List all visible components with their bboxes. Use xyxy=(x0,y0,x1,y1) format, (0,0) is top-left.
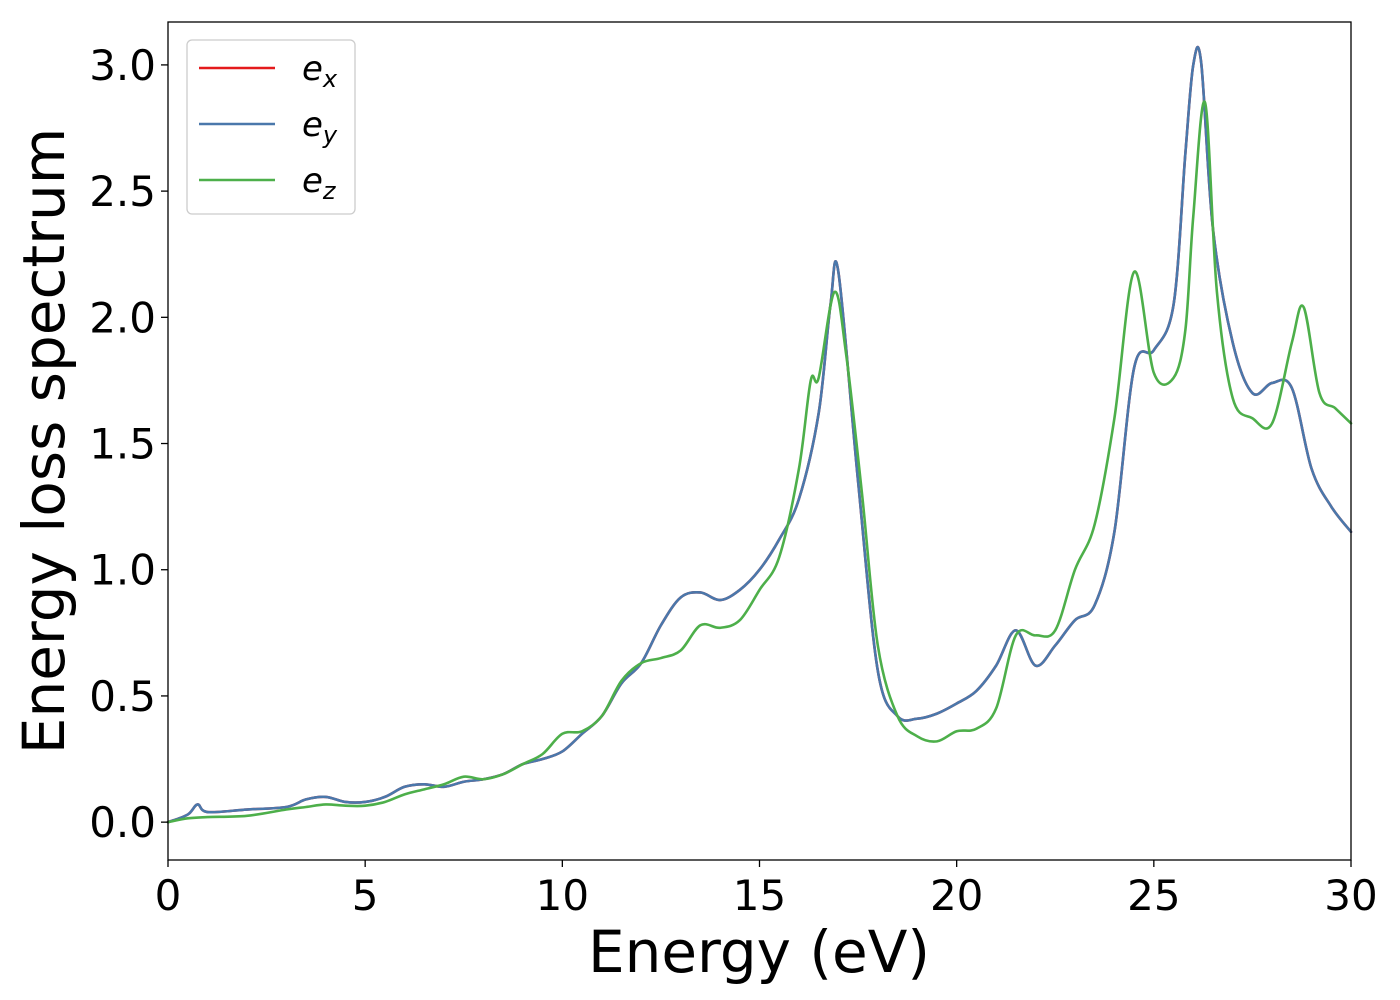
x-tick-label: 10 xyxy=(536,871,589,920)
legend-label-ex: ex xyxy=(302,49,338,93)
legend-frame xyxy=(186,39,356,215)
legend-label-ez: ez xyxy=(302,161,337,205)
series-line-ez xyxy=(166,100,1353,824)
y-tick-label: 0.5 xyxy=(89,672,156,721)
series-layer xyxy=(166,45,1353,824)
legend: ex ey ez xyxy=(186,39,356,215)
legend-label-ey: ey xyxy=(302,105,338,149)
x-tick-label: 25 xyxy=(1127,871,1180,920)
y-tick-label: 1.0 xyxy=(89,546,156,595)
y-tick-label: 2.0 xyxy=(89,293,156,342)
y-tick-label: 2.5 xyxy=(89,167,156,216)
x-tick-label: 15 xyxy=(733,871,786,920)
x-tick-label: 0 xyxy=(155,871,182,920)
y-tick-label: 1.5 xyxy=(89,420,156,469)
x-tick-label: 20 xyxy=(930,871,983,920)
plot-area xyxy=(168,22,1351,860)
x-axis-label: Energy (eV) xyxy=(588,918,930,986)
y-axis-label: Energy loss spectrum xyxy=(10,128,78,754)
x-tick-label: 30 xyxy=(1324,871,1377,920)
y-axis-ticks: 0.0 0.5 1.0 1.5 2.0 2.5 3.0 xyxy=(89,41,168,847)
y-tick-label: 3.0 xyxy=(89,41,156,90)
x-axis-ticks: 0 5 10 15 20 25 30 xyxy=(155,860,1378,920)
x-tick-label: 5 xyxy=(352,871,379,920)
y-tick-label: 0.0 xyxy=(89,798,156,847)
